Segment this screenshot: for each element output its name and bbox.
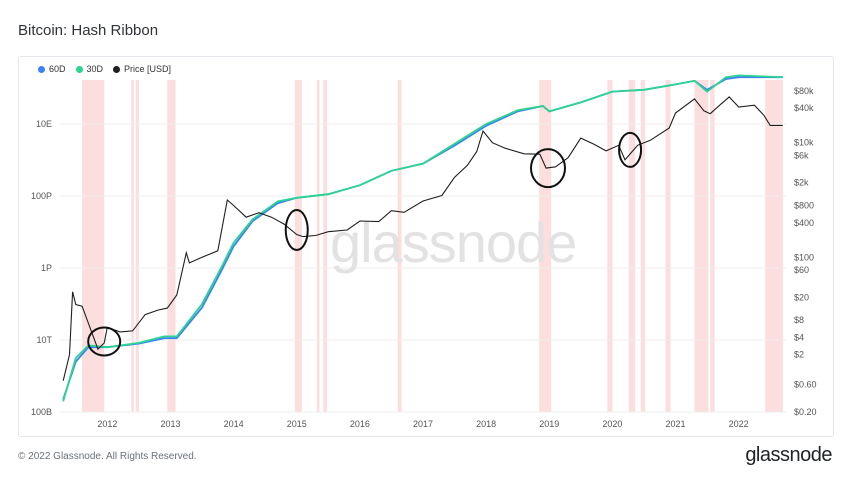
annotation-circles [87, 131, 643, 357]
legend-label-30d: 30D [86, 64, 104, 74]
series-line-price [62, 96, 783, 381]
y-right-tick-7: $100 [794, 252, 814, 262]
x-tick-label-2018: 2018 [476, 419, 496, 429]
x-tick-label-2022: 2022 [729, 419, 749, 429]
watermark-text: glassnode [330, 211, 576, 274]
annotation-circle-1 [284, 208, 309, 251]
y-right-tick-3: $4 [794, 332, 804, 342]
y-right-tick-1: $0.60 [794, 380, 817, 390]
glassnode-logo[interactable]: glassnode [745, 444, 832, 466]
y-right-tick-14: $80k [794, 86, 814, 96]
legend-dot-30d [75, 65, 83, 73]
x-tick-label-2019: 2019 [539, 419, 559, 429]
y-left-ticks: 100B 10T 1P 100P 10E [31, 119, 53, 417]
annotation-circle-3 [618, 131, 643, 168]
capitulation-band-12 [665, 80, 671, 412]
chart-grid [60, 123, 786, 413]
capitulation-band-11 [640, 80, 646, 412]
capitulation-band-15 [765, 80, 783, 412]
x-tick-label-2016: 2016 [350, 419, 370, 429]
y-right-tick-10: $2k [794, 178, 809, 188]
series-line-30d [62, 74, 783, 402]
capitulation-band-10 [628, 80, 636, 412]
chart-legend: 60D 30D Price [USD] [38, 64, 171, 74]
x-tick-label-2021: 2021 [666, 419, 686, 429]
y-left-tick-4: 10E [36, 119, 52, 129]
x-tick-label-2020: 2020 [602, 419, 622, 429]
y-right-ticks: $0.20 $0.60 $2 $4 $8 $20 $60 $100 $400 $800 $2k $6k… [794, 86, 817, 417]
x-axis-ticks: 2012 2013 2014 2015 2016 2017 2018 2019 2020 2021… [97, 419, 748, 429]
y-right-tick-4: $8 [794, 315, 804, 325]
copyright-footer: © 2022 Glassnode. All Rights Reserved. [18, 451, 197, 462]
x-tick-label-2012: 2012 [97, 419, 117, 429]
page-title: Bitcoin: Hash Ribbon [18, 22, 159, 39]
capitulation-band-4 [294, 80, 302, 412]
y-left-tick-3: 100P [31, 191, 52, 201]
capitulation-band-3 [167, 80, 176, 412]
legend-item-price[interactable]: Price [USD] [113, 64, 171, 74]
series-lines [62, 74, 783, 402]
legend-item-60d[interactable]: 60D [38, 64, 66, 74]
y-right-tick-13: $40k [794, 103, 814, 113]
capitulation-band-14 [710, 80, 715, 412]
legend-item-30d[interactable]: 30D [75, 64, 104, 74]
capitulation-band-13 [694, 80, 709, 412]
y-left-tick-1: 10T [36, 335, 52, 345]
x-tick-label-2017: 2017 [413, 419, 433, 429]
annotation-circle-0 [87, 326, 122, 357]
capitulation-band-6 [323, 80, 328, 412]
capitulation-band-1 [131, 80, 134, 412]
y-right-tick-8: $400 [794, 218, 814, 228]
y-right-tick-0: $0.20 [794, 407, 817, 417]
capitulation-bands [82, 80, 783, 412]
capitulation-band-0 [82, 80, 105, 412]
y-right-tick-6: $60 [794, 265, 809, 275]
capitulation-band-9 [607, 80, 613, 412]
capitulation-band-8 [539, 80, 552, 412]
y-left-tick-0: 100B [31, 407, 52, 417]
annotation-circle-2 [529, 148, 566, 189]
capitulation-band-5 [316, 80, 320, 412]
capitulation-band-2 [135, 80, 139, 412]
legend-label-60d: 60D [49, 64, 66, 74]
x-tick-label-2015: 2015 [287, 419, 307, 429]
y-right-tick-11: $6k [794, 150, 809, 160]
capitulation-band-7 [397, 80, 402, 412]
legend-dot-price [113, 65, 121, 73]
x-tick-label-2014: 2014 [224, 419, 244, 429]
y-right-tick-9: $800 [794, 201, 814, 211]
y-right-tick-5: $20 [794, 292, 809, 302]
y-right-tick-2: $2 [794, 350, 804, 360]
y-left-tick-2: 1P [41, 263, 52, 273]
x-tick-label-2013: 2013 [160, 419, 180, 429]
legend-dot-60d [38, 65, 45, 73]
legend-label-price: Price [USD] [124, 64, 172, 74]
y-right-tick-12: $10k [794, 138, 814, 148]
